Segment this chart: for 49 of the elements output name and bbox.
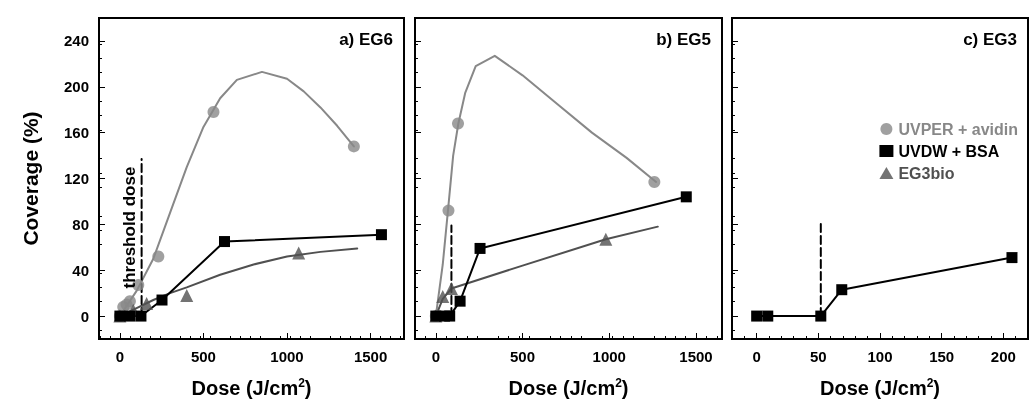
legend-label: UVDW + BSA bbox=[898, 142, 1000, 160]
point bbox=[219, 236, 231, 248]
x-tick-label: 500 bbox=[190, 348, 216, 365]
point bbox=[140, 296, 154, 310]
point bbox=[436, 290, 450, 304]
point bbox=[292, 246, 306, 260]
point bbox=[156, 294, 168, 306]
point bbox=[648, 175, 661, 188]
x-tick-label: 0 bbox=[431, 348, 440, 365]
point bbox=[375, 229, 387, 241]
annotation: threshold dose bbox=[120, 166, 140, 289]
y-tick-label: 40 bbox=[72, 261, 89, 279]
point bbox=[444, 310, 456, 322]
point bbox=[152, 250, 165, 263]
point bbox=[135, 310, 147, 322]
x-tick-label: 1500 bbox=[353, 348, 388, 365]
x-tick-label: 1000 bbox=[592, 348, 626, 365]
x-tick-label: 50 bbox=[809, 348, 827, 365]
text: b) EG5 bbox=[656, 30, 712, 49]
text: c) EG3 bbox=[963, 30, 1017, 49]
point bbox=[444, 282, 458, 296]
x-tick-label: 200 bbox=[990, 348, 1016, 365]
x-tick-label: 1500 bbox=[679, 348, 713, 365]
point bbox=[680, 191, 692, 203]
y-tick-label: 120 bbox=[63, 170, 89, 187]
y-tick-label: 200 bbox=[63, 78, 89, 96]
point bbox=[207, 106, 220, 118]
y-tick-label: 160 bbox=[63, 124, 89, 142]
point bbox=[474, 242, 486, 254]
x-tick-label: 1000 bbox=[270, 348, 304, 365]
x-tick-label: 500 bbox=[510, 348, 536, 365]
text: a) EG6 bbox=[339, 30, 393, 49]
x-tick-label: 0 bbox=[115, 348, 125, 365]
point bbox=[599, 232, 613, 246]
legend-label: EG3bio bbox=[898, 164, 955, 182]
point bbox=[454, 295, 466, 307]
y-axis-title: Coverage (%) bbox=[19, 111, 42, 246]
x-tick-label: 100 bbox=[867, 348, 893, 365]
y-tick-label: 80 bbox=[72, 215, 89, 233]
point bbox=[442, 204, 455, 217]
point bbox=[452, 117, 465, 130]
point bbox=[180, 288, 194, 302]
y-tick-label: 0 bbox=[80, 307, 89, 325]
point bbox=[347, 140, 360, 153]
x-tick-label: 150 bbox=[929, 348, 955, 365]
point bbox=[124, 310, 136, 322]
y-tick-label: 240 bbox=[63, 32, 89, 50]
legend-label: UVPER + avidin bbox=[898, 120, 1018, 138]
x-tick-label: 0 bbox=[752, 348, 761, 365]
